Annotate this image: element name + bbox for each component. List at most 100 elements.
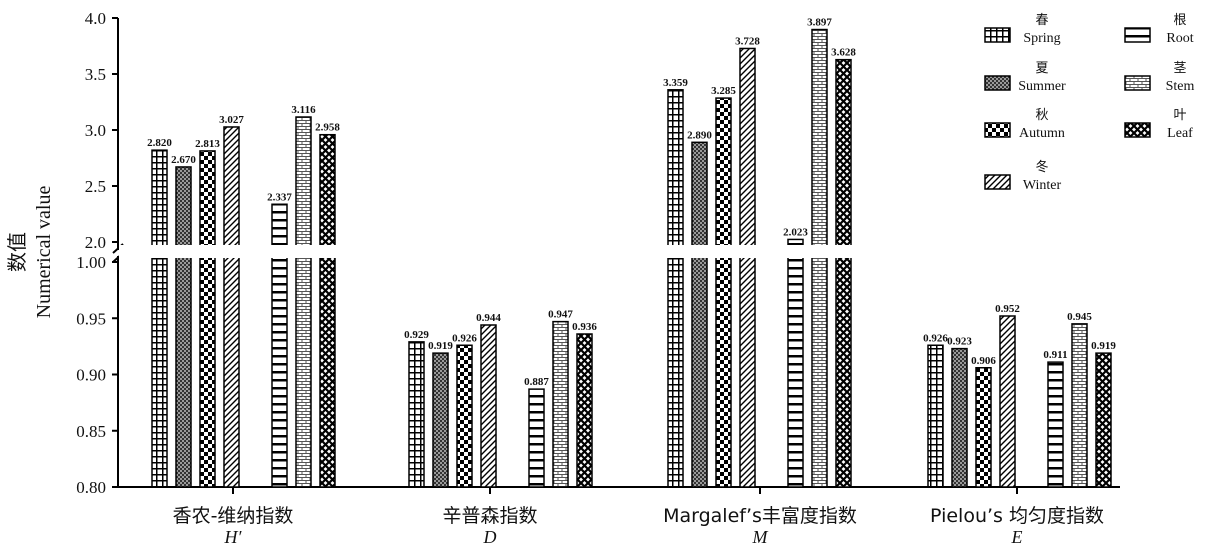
bar-winter-2 (739, 47, 756, 488)
value-label-autumn-1: 0.926 (452, 332, 477, 344)
bar-spring-1 (408, 341, 425, 488)
legend-label-cn-spring: 春 (1035, 13, 1048, 28)
legend-label-en-leaf: Leaf (1167, 126, 1193, 141)
y-tick-upper-1-label: 2.5 (85, 177, 106, 196)
legend-swatch-winter (984, 174, 1011, 190)
legend-label-cn-summer: 夏 (1035, 61, 1048, 76)
y-tick-lower-0-label: 0.80 (76, 478, 106, 497)
value-label-leaf-2: 3.628 (831, 47, 856, 59)
value-label-stem-2: 3.897 (807, 17, 832, 29)
legend-label-en-stem: Stem (1166, 79, 1195, 94)
legend-label-cn-autumn: 秋 (1035, 108, 1048, 123)
value-label-spring-0: 2.820 (147, 137, 172, 149)
bar-autumn-0 (199, 150, 216, 488)
value-labels-layer: 2.820 0.929 3.359 0.926 2.670 0.919 2.890 0.923… (147, 17, 1116, 389)
value-label-autumn-3: 0.906 (971, 355, 996, 367)
legend-swatch-summer (984, 75, 1011, 91)
value-label-summer-1: 0.919 (428, 340, 453, 352)
x-category-symbol-2: M (752, 527, 769, 547)
value-label-leaf-0: 2.958 (315, 122, 340, 134)
legend-label-cn-root: 根 (1173, 13, 1186, 28)
bar-leaf-2 (835, 58, 852, 488)
bar-leaf-3 (1095, 352, 1112, 488)
bar-root-2 (787, 238, 804, 488)
y-axis-title-cn: 数值 (6, 232, 29, 272)
bar-root-1 (528, 388, 545, 488)
value-label-winter-0: 3.027 (219, 114, 244, 126)
value-label-winter-1: 0.944 (476, 312, 501, 324)
legend: 春 Spring 夏 Summer 秋 Autumn 冬 Winter 根 Root 茎 Stem 叶L… (984, 13, 1195, 193)
bar-winter-1 (480, 324, 497, 488)
bar-stem-1 (552, 320, 569, 488)
x-category-symbol-3: E (1011, 527, 1023, 547)
x-category-symbol-0: H′ (224, 527, 243, 547)
legend-swatch-root (1124, 27, 1151, 43)
value-label-summer-3: 0.923 (947, 336, 972, 348)
x-category-name-0: 香农-维纳指数 (173, 505, 294, 527)
legend-label-en-spring: Spring (1023, 31, 1060, 46)
value-label-leaf-3: 0.919 (1091, 340, 1116, 352)
value-label-stem-0: 3.116 (291, 104, 316, 116)
y-tick-upper-3-label: 3.5 (85, 65, 106, 84)
y-tick-lower-2-label: 0.90 (76, 366, 106, 385)
legend-label-en-autumn: Autumn (1019, 126, 1065, 141)
legend-swatch-spring (984, 27, 1011, 43)
bar-root-0 (271, 203, 288, 488)
value-label-root-3: 0.911 (1043, 349, 1067, 361)
bar-stem-2 (811, 28, 828, 488)
legend-label-en-summer: Summer (1018, 79, 1066, 94)
value-label-spring-2: 3.359 (663, 77, 688, 89)
value-label-spring-1: 0.929 (404, 329, 429, 341)
bar-spring-3 (927, 344, 944, 488)
bar-summer-3 (951, 347, 968, 488)
x-category-name-2: Margalef’s丰富度指数 (663, 505, 857, 527)
legend-label-en-winter: Winter (1023, 178, 1062, 193)
value-label-leaf-1: 0.936 (572, 321, 597, 333)
value-label-summer-0: 2.670 (171, 154, 196, 166)
value-label-root-2: 2.023 (783, 226, 808, 238)
bar-spring-2 (667, 89, 684, 488)
y-axis-ticks: 0.80 0.85 0.90 0.95 1.002.0 2.5 3.0 3.5 4.0 (76, 9, 118, 497)
x-category-name-1: 辛普森指数 (442, 505, 537, 527)
legend-swatch-leaf (1124, 122, 1151, 138)
y-tick-upper-4-label: 4.0 (85, 9, 106, 28)
axis-break-gap (119, 245, 1119, 258)
bar-autumn-2 (715, 97, 732, 488)
bar-leaf-0 (319, 133, 336, 488)
bar-root-3 (1047, 361, 1064, 488)
y-tick-lower-3-label: 0.95 (76, 309, 106, 328)
y-tick-lower-4-label: 1.00 (76, 253, 106, 272)
value-label-autumn-2: 3.285 (711, 85, 736, 97)
legend-label-en-root: Root (1166, 31, 1193, 46)
x-category-name-3: Pielou’s 均匀度指数 (930, 505, 1104, 527)
bar-autumn-1 (456, 344, 473, 488)
value-label-summer-2: 2.890 (687, 129, 712, 141)
bar-summer-0 (175, 166, 192, 488)
bar-stem-3 (1071, 323, 1088, 488)
legend-label-cn-leaf: 叶 (1173, 108, 1186, 123)
value-label-root-1: 0.887 (524, 376, 549, 388)
y-tick-upper-2-label: 3.0 (85, 121, 106, 140)
legend-swatch-autumn (984, 122, 1011, 138)
value-label-stem-1: 0.947 (548, 309, 573, 321)
bar-leaf-1 (576, 333, 593, 488)
bars-layer (119, 28, 1119, 488)
bar-spring-0 (151, 149, 168, 488)
value-label-winter-3: 0.952 (995, 303, 1020, 315)
bar-stem-0 (295, 116, 312, 488)
value-label-spring-3: 0.926 (923, 332, 948, 344)
bar-autumn-3 (975, 367, 992, 488)
legend-label-cn-stem: 茎 (1173, 61, 1186, 76)
x-category-symbol-1: D (483, 527, 497, 547)
legend-swatch-stem (1124, 75, 1151, 91)
value-label-stem-3: 0.945 (1067, 311, 1092, 323)
y-tick-lower-1-label: 0.85 (76, 422, 106, 441)
bar-winter-0 (223, 126, 240, 488)
y-axis-title-en: Numerical value (33, 186, 55, 319)
bar-winter-3 (999, 315, 1016, 488)
value-label-winter-2: 3.728 (735, 35, 760, 47)
legend-label-cn-winter: 冬 (1035, 159, 1048, 175)
y-tick-upper-0-label: 2.0 (85, 233, 106, 252)
